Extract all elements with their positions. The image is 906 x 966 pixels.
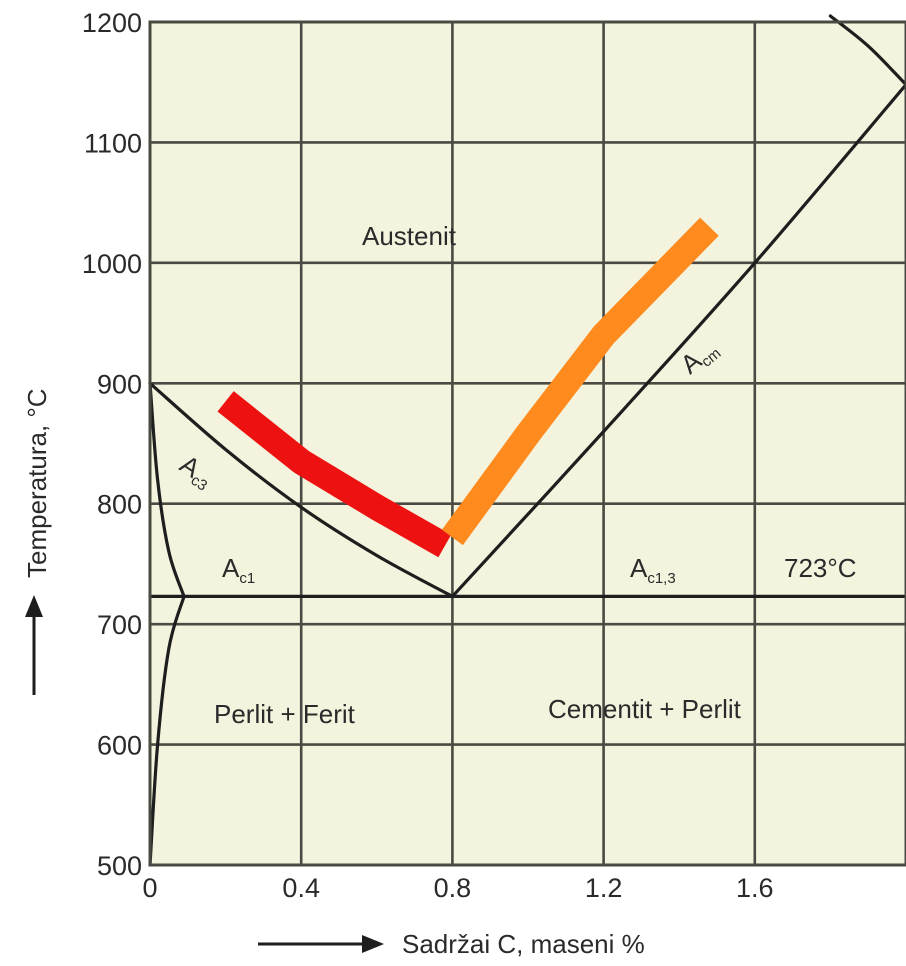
y-tick-label: 800 bbox=[97, 490, 142, 520]
heat-treatment-bands bbox=[217, 217, 719, 558]
svg-text:Temperatura, °C: Temperatura, °C bbox=[22, 388, 52, 578]
phase-boundary-line bbox=[148, 381, 454, 598]
phase-boundary-line bbox=[148, 381, 186, 598]
label-ac13: Ac1,3 bbox=[630, 553, 676, 587]
y-tick-label: 900 bbox=[97, 369, 142, 399]
x-tick-label: 0.4 bbox=[282, 873, 320, 903]
y-tick-label: 500 bbox=[97, 851, 142, 881]
y-tick-label: 1200 bbox=[82, 8, 142, 38]
y-tick-label: 1000 bbox=[82, 249, 142, 279]
label-austenite: Austenit bbox=[362, 221, 457, 251]
heat-treatment-band bbox=[217, 391, 452, 558]
label-pearlite-ferrite: Perlit + Ferit bbox=[214, 699, 356, 729]
phase-boundary-line bbox=[450, 83, 906, 598]
svg-text:Sadržai C, maseni %: Sadržai C, maseni % bbox=[402, 929, 645, 959]
y-tick-label: 600 bbox=[97, 731, 142, 761]
y-tick-label: 1100 bbox=[84, 128, 142, 158]
label-eutectoid-temp: 723°C bbox=[784, 553, 857, 583]
heat-treatment-band bbox=[441, 217, 719, 546]
label-ac1: Ac1 bbox=[222, 553, 255, 587]
y-tick-label: 700 bbox=[97, 610, 142, 640]
tick-labels: 500 600 700 800 900 1000 1100 1200 0 0.4 0.8 1.2 1.6 bbox=[82, 8, 774, 903]
label-cementite-pearlite: Cementit + Perlit bbox=[548, 694, 742, 724]
x-tick-label: 0.8 bbox=[434, 873, 472, 903]
x-axis-title: Sadržai C, maseni % bbox=[258, 929, 645, 959]
phase-boundary-line bbox=[148, 594, 186, 867]
plot-frame bbox=[148, 20, 906, 867]
y-axis-title: Temperatura, °C bbox=[22, 388, 52, 695]
grid-lines bbox=[148, 20, 906, 867]
x-tick-label: 1.2 bbox=[585, 873, 623, 903]
x-tick-label: 0 bbox=[142, 873, 157, 903]
x-tick-label: 1.6 bbox=[736, 873, 774, 903]
